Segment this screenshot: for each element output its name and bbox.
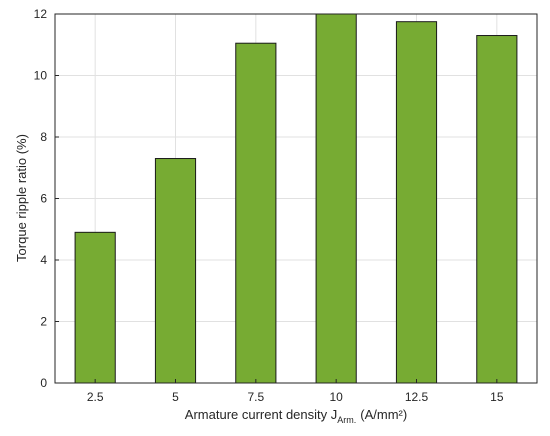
- y-tick-label: 4: [40, 253, 47, 267]
- x-axis-label-main: Armature current density J: [185, 407, 337, 422]
- x-tick-label: 2.5: [87, 390, 104, 404]
- bar-2.5: [74, 231, 116, 384]
- y-tick-label: 0: [40, 376, 47, 390]
- bar-12.5: [395, 21, 438, 384]
- y-tick-label: 10: [34, 69, 48, 83]
- bar-7.5: [235, 42, 277, 384]
- y-axis-ticks: 0 2 4 6 8 10 12: [34, 7, 59, 390]
- x-axis-ticks: 2.5 5 7.5 10 12.5 15: [87, 379, 504, 404]
- bar-5: [154, 158, 197, 384]
- y-tick-label: 8: [40, 130, 47, 144]
- x-tick-label: 10: [329, 390, 343, 404]
- x-axis-label: Armature current density JArm. (A/mm²): [185, 407, 407, 425]
- bar-15: [476, 35, 518, 384]
- x-axis-label-subscript: Arm.: [337, 415, 356, 425]
- x-tick-label: 5: [172, 390, 179, 404]
- y-tick-label: 6: [40, 192, 47, 206]
- bars: [74, 13, 518, 384]
- y-tick-label: 12: [34, 7, 48, 21]
- x-tick-label: 12.5: [405, 390, 429, 404]
- x-axis-label-unit: (A/mm²): [360, 407, 407, 422]
- y-tick-label: 2: [40, 315, 47, 329]
- y-axis-label: Torque ripple ratio (%): [14, 134, 29, 262]
- x-tick-label: 15: [490, 390, 504, 404]
- bar-10: [315, 13, 357, 384]
- x-tick-label: 7.5: [247, 390, 264, 404]
